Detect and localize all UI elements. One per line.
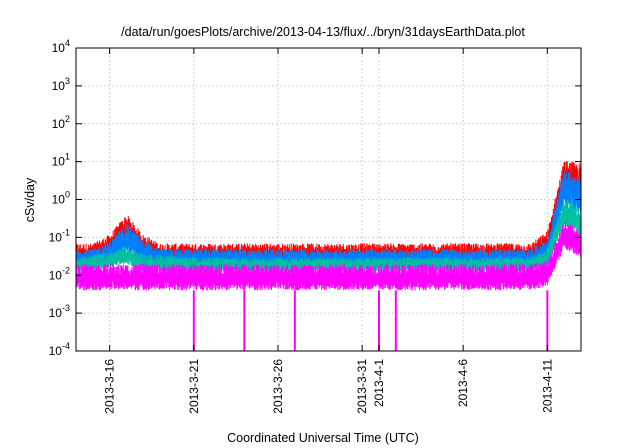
series-group bbox=[75, 161, 582, 351]
data-series bbox=[75, 222, 582, 291]
chart-title: /data/run/goesPlots/archive/2013-04-13/f… bbox=[121, 25, 525, 39]
